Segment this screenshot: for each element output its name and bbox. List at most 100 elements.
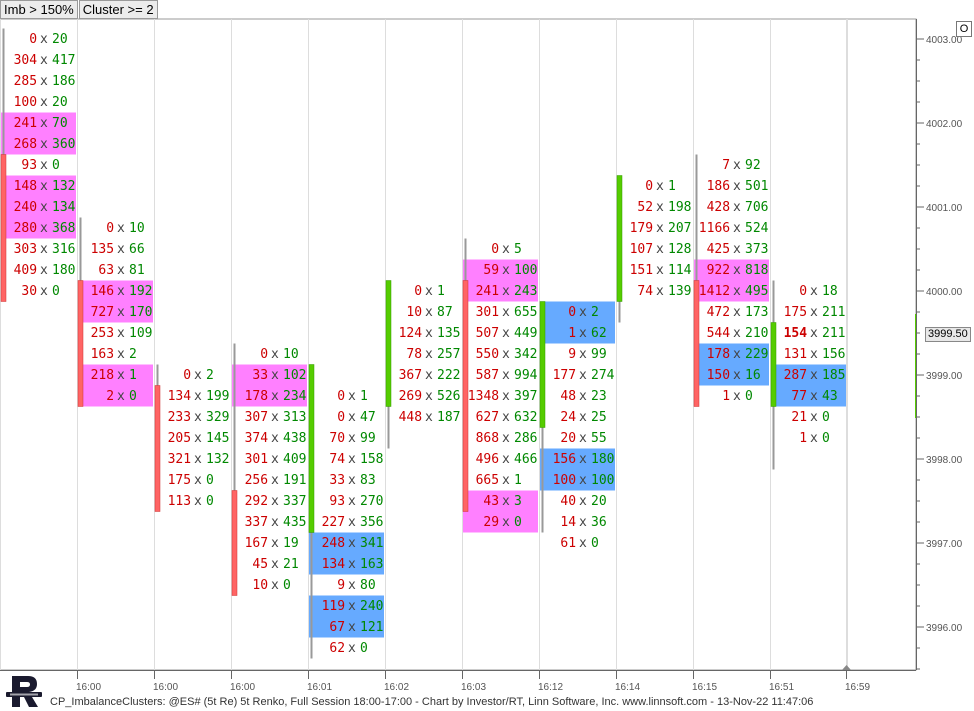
ask-volume: 1 [437,284,445,299]
ask-volume: 80 [360,578,376,593]
ask-volume: 10 [283,347,299,362]
bid-ask-row: 124 x 135 [399,326,461,341]
ask-volume: 524 [745,221,769,236]
ask-volume: 185 [822,368,845,383]
row-separator: x [579,494,587,509]
ask-imbalance-cell [540,448,615,470]
row-separator: x [40,53,48,68]
bid-volume: 24 [560,410,576,425]
time-axis: 16:00 16:00 16:00 16:01 16:02 16:03 16:12 16:14… [0,665,916,693]
bid-ask-row: 178 x 234 [245,389,307,404]
bid-ask-row: 33 x 83 [329,473,375,488]
ask-volume: 274 [591,368,615,383]
bid-volume: 248 [322,536,345,551]
bid-ask-row: 0 x 10 [260,347,298,362]
imbalance-filter-button[interactable]: Imb > 150% [0,0,78,19]
bid-volume: 269 [399,389,422,404]
ask-volume: 373 [745,242,768,257]
bid-volume: 0 [491,242,499,257]
row-separator: x [194,494,202,509]
row-separator: x [117,284,125,299]
bid-ask-row: 303 x 316 [14,242,76,257]
bid-ask-row: 40 x 20 [560,494,606,509]
row-separator: x [425,305,433,320]
bid-volume: 20 [560,431,576,446]
bid-volume: 0 [568,305,576,320]
ask-volume: 62 [591,326,607,341]
bid-volume: 0 [337,410,345,425]
bid-volume: 14 [560,515,576,530]
bid-volume: 135 [91,242,114,257]
ask-volume: 191 [283,473,306,488]
ask-volume: 20 [52,95,68,110]
bid-volume: 9 [568,347,576,362]
cluster-filter-button[interactable]: Cluster >= 2 [78,0,158,19]
ask-volume: 409 [283,452,306,467]
ask-volume: 1 [360,389,368,404]
toolbar: Imb > 150% Cluster >= 2 [0,0,159,19]
bar-body-up [539,301,546,428]
bid-ask-row: 241 x 243 [476,284,538,299]
bid-volume: 727 [91,305,114,320]
chart-options-button[interactable]: O [956,21,972,37]
row-separator: x [502,263,510,278]
ask-volume: 109 [129,326,152,341]
bid-volume: 21 [791,410,807,425]
bid-ask-row: 472 x 173 [707,305,769,320]
bid-ask-row: 1166 x 524 [699,221,769,236]
ask-volume: 99 [591,347,607,362]
bar-body-up [308,364,315,533]
ask-volume: 368 [52,221,75,236]
bid-volume: 48 [560,389,576,404]
bid-volume: 227 [322,515,345,530]
ask-volume: 329 [206,410,229,425]
ask-volume: 526 [437,389,460,404]
bid-ask-row: 0 x 18 [799,284,837,299]
row-separator: x [502,368,510,383]
ask-volume: 0 [514,515,522,530]
bid-volume: 409 [14,263,37,278]
ask-volume: 20 [52,32,68,47]
row-separator: x [502,431,510,446]
bid-ask-row: 148 x 132 [14,179,76,194]
bid-volume: 1 [568,326,576,341]
bid-ask-row: 374 x 438 [245,431,307,446]
bid-volume: 0 [337,389,345,404]
row-separator: x [194,368,202,383]
row-separator: x [656,242,664,257]
bid-volume: 7 [722,158,730,173]
bid-imbalance-cell [463,259,538,281]
bid-ask-row: 496 x 466 [476,452,538,467]
time-tick-label: 16:51 [769,682,794,693]
ask-volume: 234 [283,389,307,404]
bid-volume: 10 [406,305,422,320]
bid-ask-row: 448 x 187 [399,410,461,425]
row-separator: x [117,389,125,404]
bid-ask-row: 10 x 87 [406,305,452,320]
bid-volume: 367 [399,368,422,383]
row-separator: x [810,305,818,320]
bid-volume: 1348 [468,389,499,404]
time-tick-label: 16:03 [461,682,486,693]
bid-volume: 186 [707,179,730,194]
bid-ask-row: 727 x 170 [91,305,153,320]
row-separator: x [579,347,587,362]
bid-ask-row: 150 x 16 [707,368,761,383]
ask-imbalance-cell [771,385,846,407]
row-separator: x [271,389,279,404]
current-time-marker [842,665,851,670]
row-separator: x [194,410,202,425]
price-tick-label: 4000.00 [926,287,963,298]
row-separator: x [271,473,279,488]
row-separator: x [348,494,356,509]
row-separator: x [117,263,125,278]
ask-volume: 47 [360,410,376,425]
bid-ask-row: 868 x 286 [476,431,538,446]
ask-volume: 20 [591,494,607,509]
